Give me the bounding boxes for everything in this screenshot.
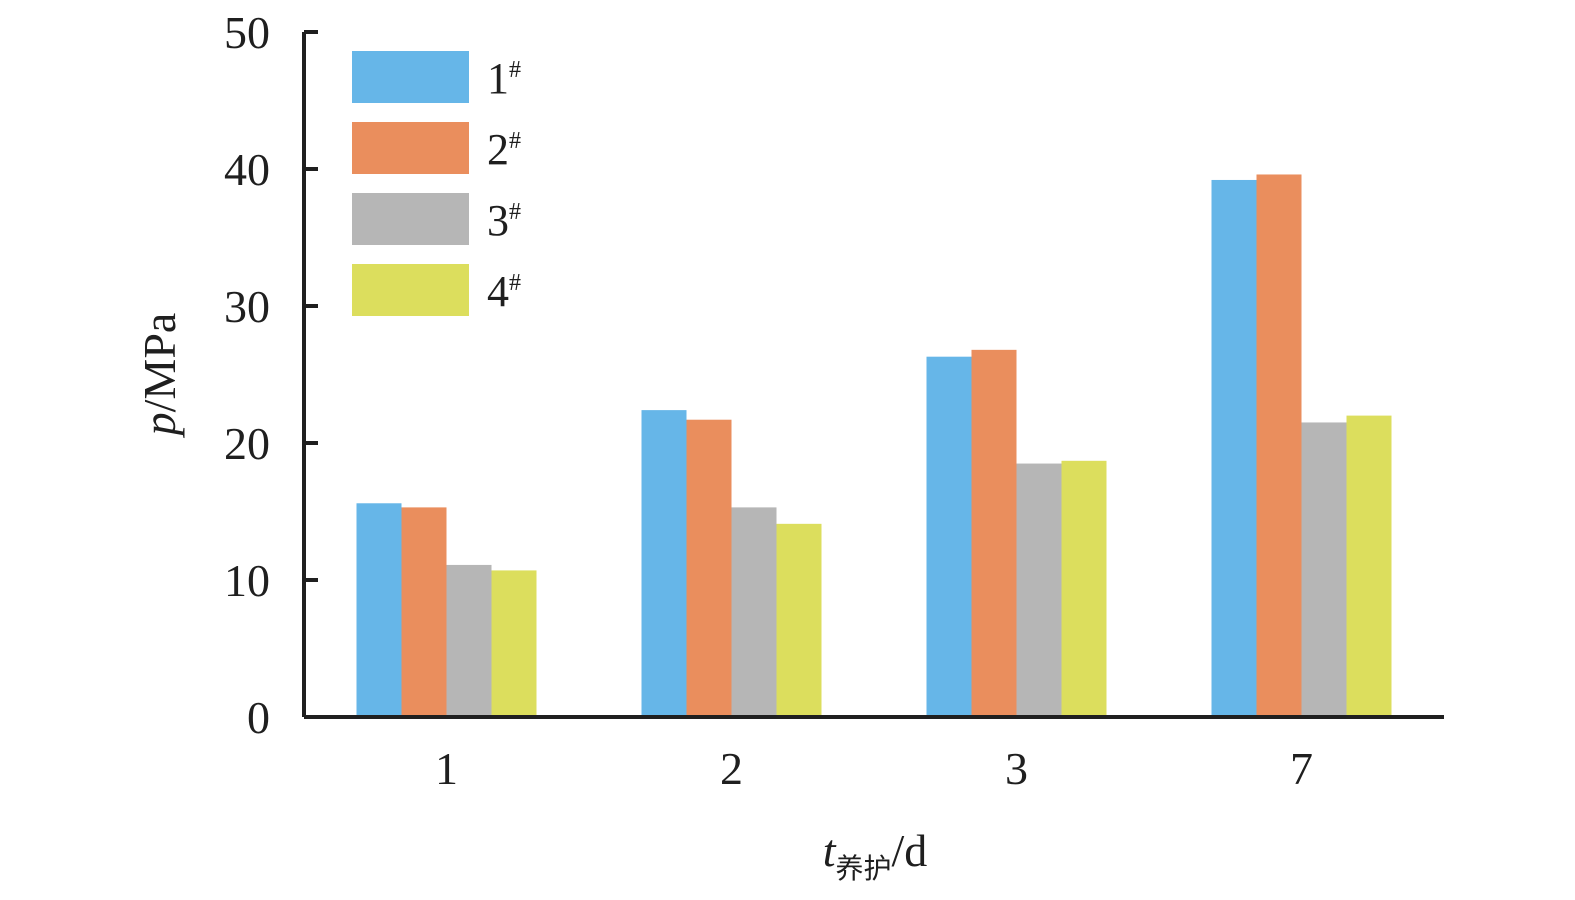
bar: [927, 357, 972, 717]
bar: [1212, 180, 1257, 717]
bar: [1302, 422, 1347, 717]
y-axis-title-suffix: /MPa: [134, 313, 185, 413]
bars-layer: [357, 174, 1392, 717]
legend-label-main: 3: [487, 196, 509, 245]
x-axis-title-suffix: /d: [892, 825, 928, 876]
legend-label-superscript: #: [509, 128, 521, 154]
legend-label: 2#: [487, 125, 521, 174]
y-tick-label: 30: [224, 281, 270, 332]
y-tick-label: 40: [224, 144, 270, 195]
x-tick-label: 7: [1290, 743, 1313, 794]
bar: [642, 410, 687, 717]
legend-label-main: 4: [487, 267, 509, 316]
legend-swatch: [352, 193, 469, 245]
bar: [1257, 174, 1302, 717]
legend-label-main: 1: [487, 54, 509, 103]
x-axis-title: t养护/d: [823, 825, 928, 885]
y-axis-title: p/MPa: [134, 313, 185, 439]
bar: [1062, 461, 1107, 717]
bar: [687, 420, 732, 717]
bar: [972, 350, 1017, 717]
bar: [492, 570, 537, 717]
legend-label: 1#: [487, 54, 521, 103]
bar: [1017, 464, 1062, 717]
x-tick-label: 2: [720, 743, 743, 794]
legend-label-main: 2: [487, 125, 509, 174]
legend-swatch: [352, 264, 469, 316]
y-tick-label: 20: [224, 418, 270, 469]
bar: [402, 507, 447, 717]
legend-label: 4#: [487, 267, 521, 316]
x-tick-label: 1: [435, 743, 458, 794]
legend-label-superscript: #: [509, 57, 521, 83]
x-ticks: 1 2 3 7: [435, 743, 1313, 794]
y-tick-label: 10: [224, 555, 270, 606]
x-axis-title-subscript: 养护: [835, 852, 891, 885]
legend-swatch: [352, 122, 469, 174]
legend-label-superscript: #: [509, 199, 521, 225]
legend-label-superscript: #: [509, 270, 521, 296]
legend-label: 3#: [487, 196, 521, 245]
bar: [732, 507, 777, 717]
y-axis-title-main: p: [134, 412, 185, 438]
x-tick-label: 3: [1005, 743, 1028, 794]
y-tick-label: 0: [247, 692, 270, 743]
bar: [1347, 416, 1392, 717]
bar: [357, 503, 402, 717]
y-tick-label: 50: [224, 7, 270, 58]
bar: [777, 524, 822, 717]
bar: [447, 565, 492, 717]
legend-swatch: [352, 51, 469, 103]
legend: 1#2#3#4#: [352, 51, 521, 316]
